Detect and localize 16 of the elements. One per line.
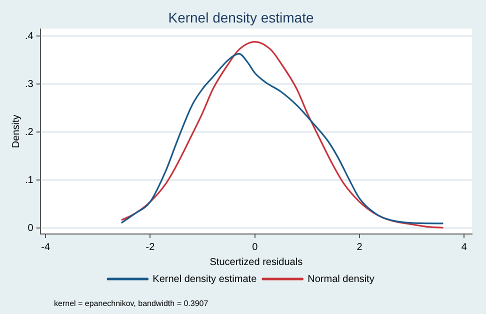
x-axis-title: Stucertized residuals bbox=[210, 256, 303, 268]
chart-title: Kernel density estimate bbox=[168, 9, 314, 26]
y-tick-label: .4 bbox=[24, 30, 34, 42]
y-axis-title: Density bbox=[10, 114, 22, 148]
y-tick-label: .1 bbox=[24, 174, 34, 186]
legend-label: Normal density bbox=[308, 274, 374, 285]
text: kernel = epanechnikov, bandwidth = 0.3907 bbox=[54, 299, 209, 308]
y-tick-label: 0 bbox=[28, 222, 34, 234]
legend-label: Kernel density estimate bbox=[152, 274, 258, 285]
x-tick-label: 2 bbox=[356, 242, 363, 253]
y-tick-label: .2 bbox=[24, 126, 34, 138]
x-tick-label: 4 bbox=[461, 242, 468, 253]
x-tick-label: -2 bbox=[146, 242, 156, 253]
y-tick-label: .3 bbox=[24, 78, 34, 90]
x-tick-label: 0 bbox=[252, 242, 258, 253]
x-tick-label: -4 bbox=[41, 242, 50, 253]
